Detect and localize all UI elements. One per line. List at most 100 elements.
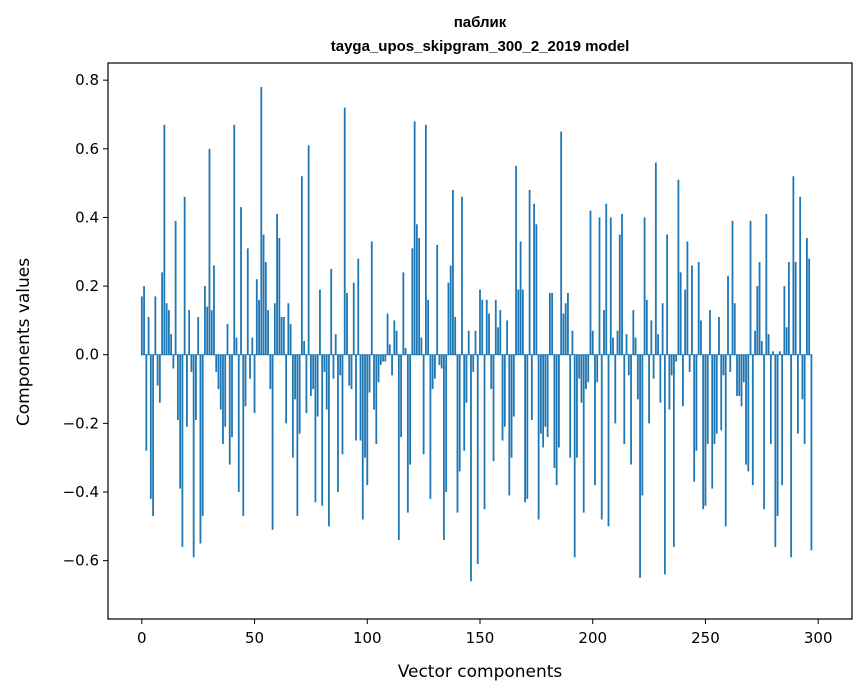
bar-270: [749, 220, 752, 355]
bar-281: [774, 354, 777, 547]
bar-113: [395, 330, 398, 355]
bar-28: [204, 286, 206, 355]
bar-224: [645, 299, 648, 355]
bar-35: [219, 354, 222, 410]
bar-91: [346, 292, 348, 355]
bar-23: [192, 354, 195, 558]
bar-248: [700, 320, 702, 355]
bar-27: [201, 354, 204, 517]
bar-276: [763, 354, 765, 510]
bar-145: [467, 330, 470, 355]
bar-225: [648, 354, 650, 424]
bar-117: [404, 347, 407, 355]
bar-150: [479, 289, 481, 355]
bar-187: [562, 313, 565, 355]
bar-268: [745, 354, 747, 465]
bar-19: [183, 196, 186, 355]
bar-97: [359, 354, 362, 441]
y-axis-label: Components values: [14, 258, 34, 426]
bar-56: [267, 310, 269, 355]
bar-208: [609, 217, 612, 355]
bar-116: [402, 272, 405, 355]
bar-254: [713, 354, 716, 444]
bar-109: [386, 313, 389, 355]
bar-61: [278, 238, 281, 355]
bar-12: [167, 310, 170, 355]
bar-9: [161, 272, 164, 355]
bar-81: [323, 354, 326, 372]
bar-82: [325, 354, 328, 410]
bar-39: [228, 354, 231, 465]
bar-147: [472, 354, 475, 372]
bar-243: [688, 354, 691, 372]
bar-274: [758, 262, 761, 355]
bar-184: [555, 354, 558, 486]
bar-95: [355, 354, 357, 441]
bar-209: [612, 337, 614, 355]
bar-67: [291, 354, 294, 458]
bar-286: [785, 327, 788, 355]
bar-122: [415, 224, 418, 355]
bar-227: [652, 354, 655, 379]
bar-232: [663, 354, 666, 575]
bar-71: [300, 176, 303, 355]
bar-134: [443, 354, 445, 541]
chart-title-line-2: tayga_upos_skipgram_300_2_2019 model: [331, 38, 630, 55]
bar-157: [494, 299, 497, 355]
bar-247: [697, 262, 700, 355]
bar-42: [235, 337, 238, 355]
bar-142: [461, 196, 463, 355]
y-axis-ticks: −0.6 −0.4 −0.2 0.0 0.2 0.4 0.6 0.8: [63, 71, 108, 570]
bar-84: [330, 268, 333, 355]
bar-158: [497, 327, 499, 355]
bar-226: [650, 320, 653, 355]
bar-34: [217, 354, 220, 390]
bar-129: [431, 354, 434, 390]
bar-260: [727, 275, 729, 355]
bar-140: [456, 354, 459, 513]
bar-123: [418, 238, 421, 355]
bar-54: [262, 234, 265, 355]
bar-154: [488, 313, 490, 355]
bar-257: [720, 354, 723, 431]
bar-143: [463, 354, 466, 451]
bar-29: [206, 306, 209, 355]
bar-293: [801, 354, 804, 400]
bar-90: [343, 107, 346, 355]
bar-261: [729, 354, 732, 372]
bar-74: [307, 145, 310, 355]
bar-179: [544, 354, 547, 427]
x-tick-label: 0: [137, 629, 147, 647]
bar-282: [776, 354, 779, 517]
bar-272: [754, 330, 756, 355]
bar-100: [366, 354, 369, 486]
bar-6: [154, 296, 157, 355]
bar-104: [375, 354, 378, 444]
bar-271: [751, 354, 754, 486]
bar-241: [684, 289, 687, 355]
bar-171: [526, 354, 529, 499]
x-tick-label: 200: [578, 629, 607, 647]
bar-40: [231, 354, 233, 438]
bar-64: [285, 354, 288, 424]
bar-166: [515, 165, 517, 355]
bar-13: [170, 334, 173, 355]
bar-126: [424, 124, 427, 355]
bar-37: [224, 354, 227, 427]
bar-200: [591, 330, 594, 355]
bar-156: [492, 354, 495, 462]
bar-106: [379, 354, 382, 366]
bar-222: [641, 354, 644, 496]
bar-69: [296, 354, 299, 517]
bar-58: [271, 354, 274, 530]
bar-217: [630, 354, 632, 465]
bar-228: [654, 162, 657, 355]
bar-141: [458, 354, 461, 472]
bar-73: [305, 354, 308, 414]
x-tick-label: 100: [353, 629, 382, 647]
bar-98: [361, 354, 364, 520]
bar-96: [357, 258, 360, 355]
bar-245: [693, 354, 696, 482]
bar-204: [600, 354, 603, 520]
